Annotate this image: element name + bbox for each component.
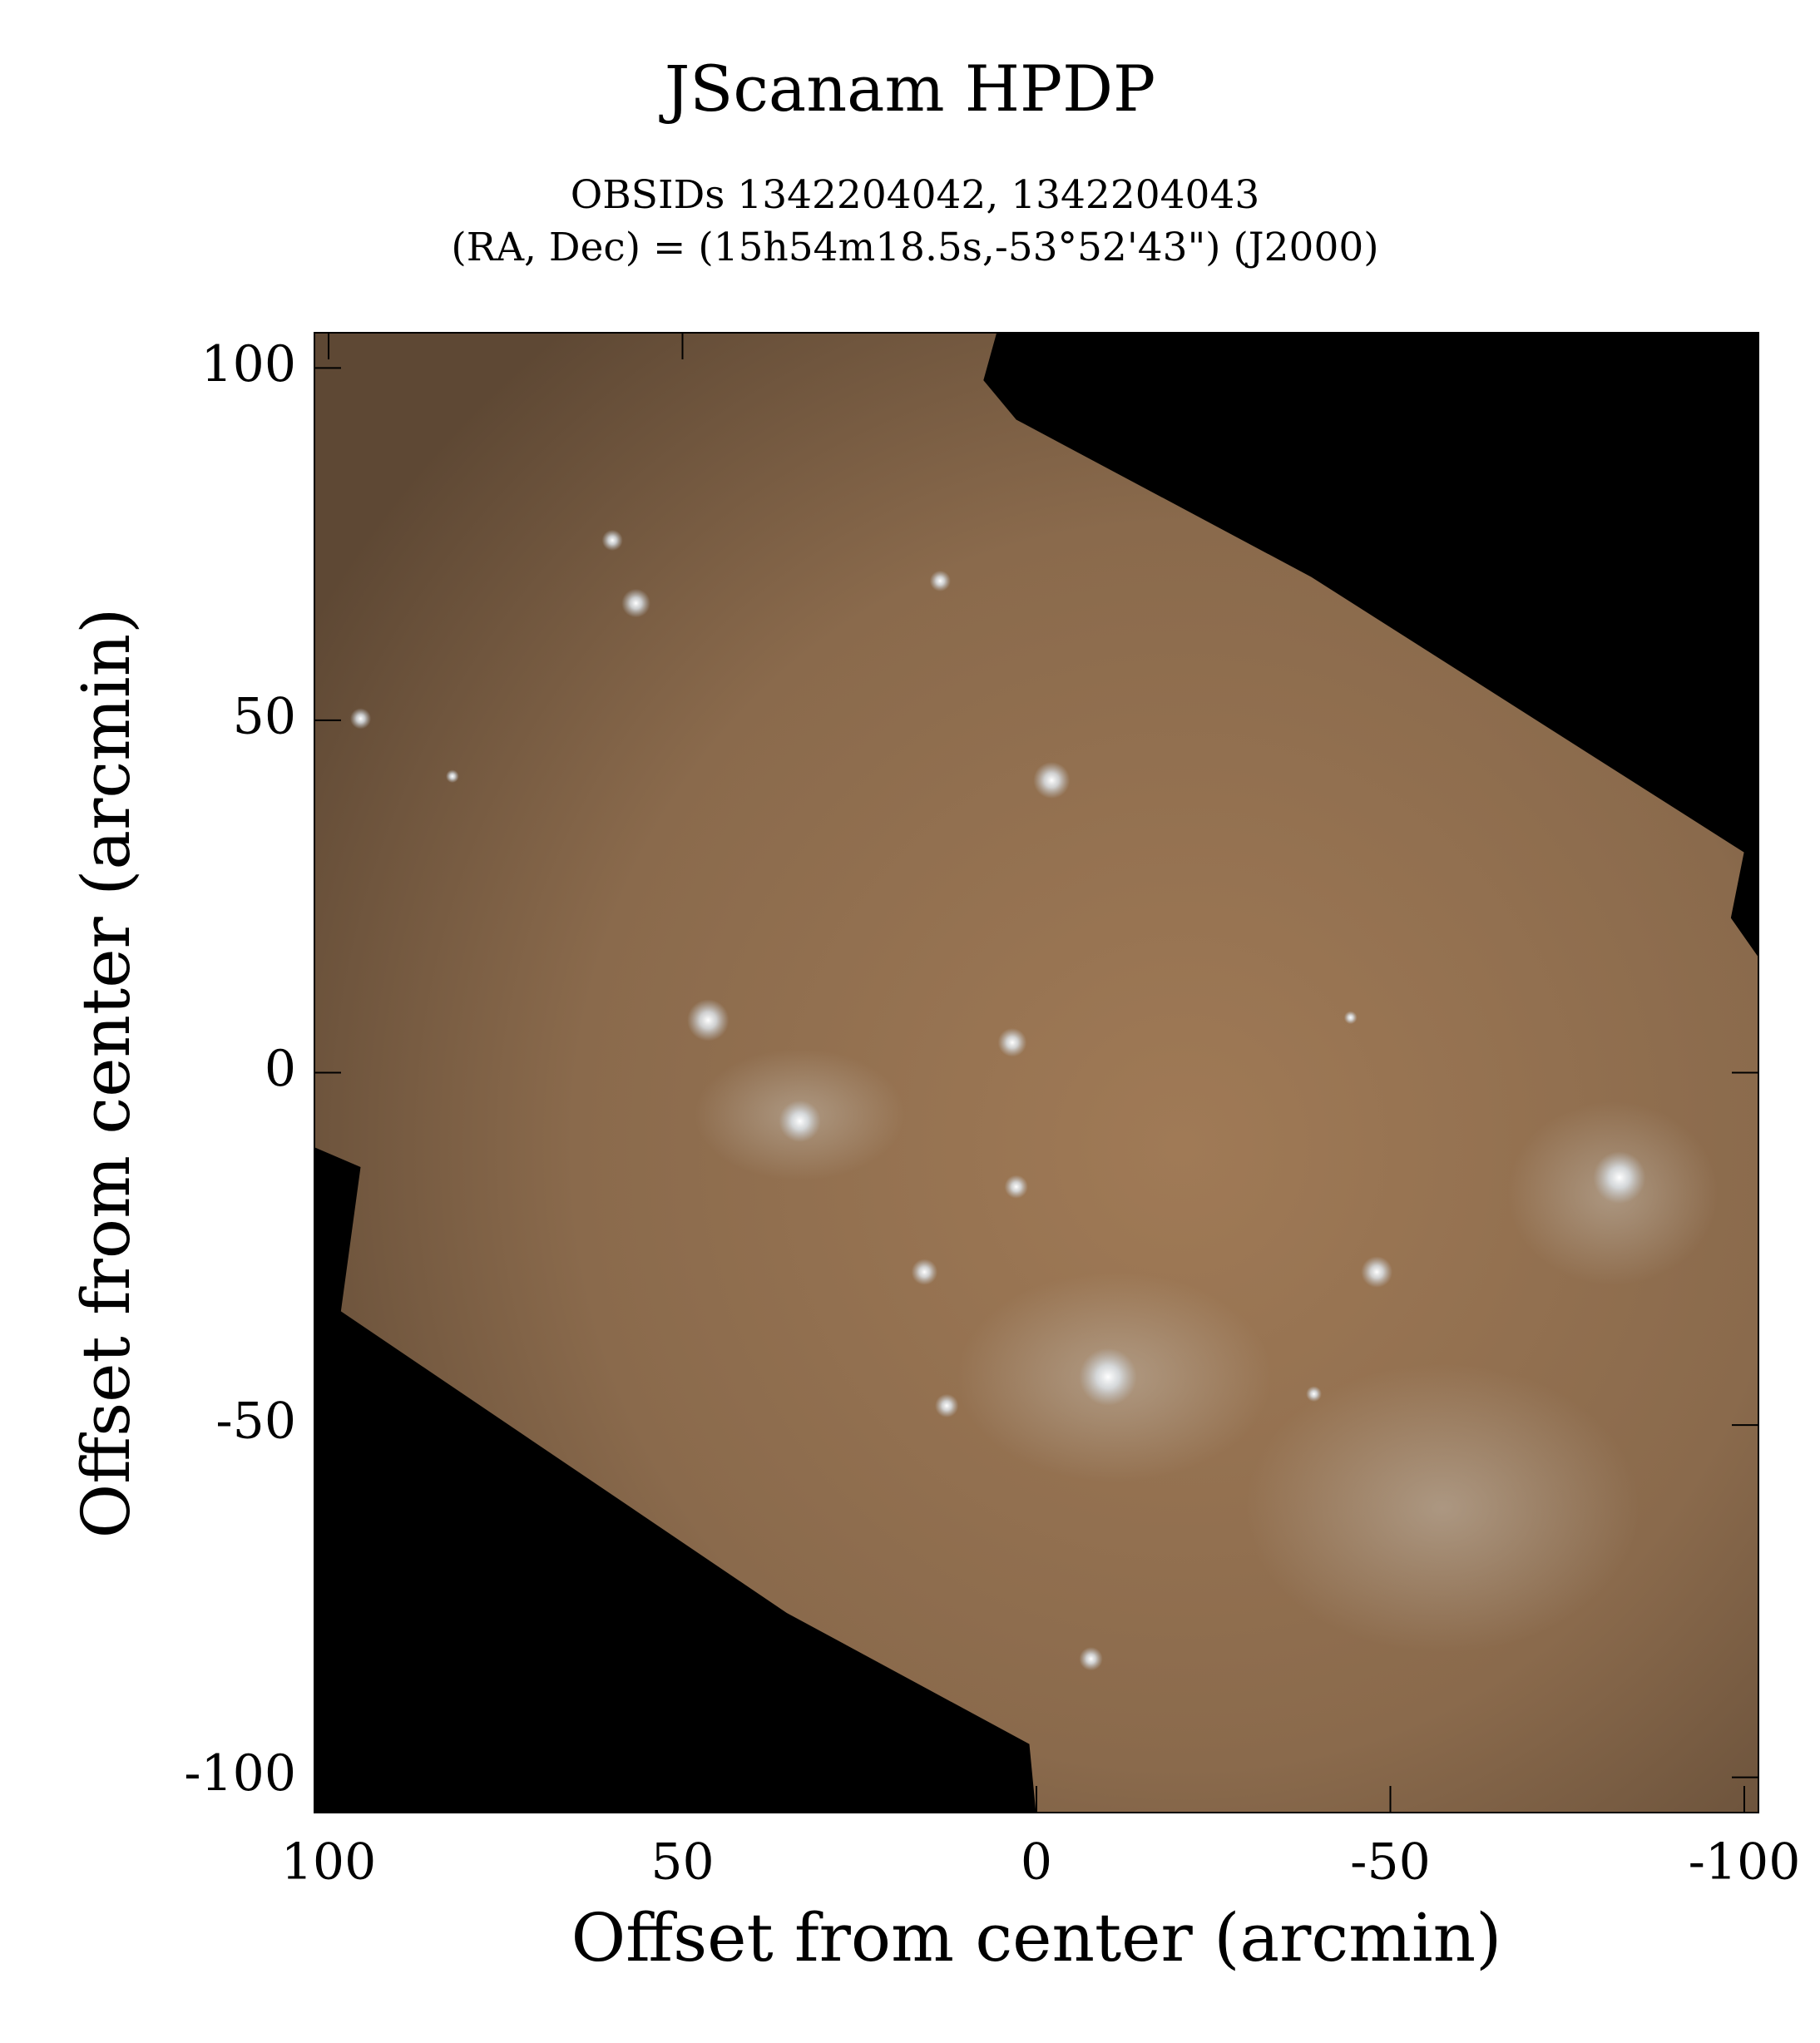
x-tick-label: -100 [1689, 1833, 1801, 1892]
x-tick-label: 50 [650, 1833, 714, 1892]
x-tick-label: 0 [1021, 1833, 1052, 1892]
sky-image [314, 333, 1758, 1813]
y-tick-label: 50 [233, 687, 296, 745]
x-tick-label: 100 [281, 1833, 377, 1892]
y-tick-label: 0 [265, 1040, 296, 1098]
y-tick-label: -50 [215, 1393, 296, 1451]
chart-title: JScanam HPDP [659, 52, 1155, 126]
y-tick-label: -100 [184, 1744, 296, 1803]
y-tick-label: 100 [200, 335, 296, 393]
chart-subtitle: OBSIDs 1342204042, 1342204043 [571, 172, 1260, 218]
y-axis-label: Offset from center (arcmin) [67, 608, 145, 1539]
x-tick-label: -50 [1350, 1833, 1431, 1892]
x-axis-label: Offset from center (arcmin) [571, 1899, 1502, 1976]
chart-subtitle: (RA, Dec) = (15h54m18.5s,-53°52'43") (J2… [451, 225, 1378, 270]
